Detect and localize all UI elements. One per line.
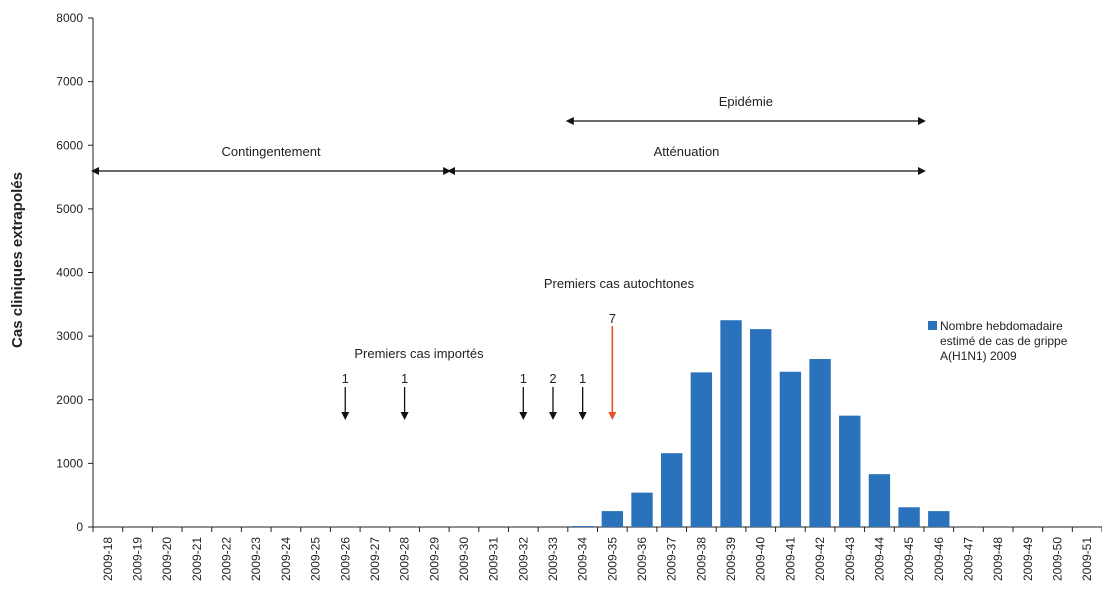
y-axis-label: Cas cliniques extrapolés <box>9 172 26 348</box>
x-tick-label: 2009-36 <box>635 537 649 581</box>
imported-case-count: 1 <box>520 371 527 386</box>
x-tick-label: 2009-48 <box>991 537 1005 581</box>
x-tick-label: 2009-23 <box>249 537 263 581</box>
y-tick-label: 6000 <box>56 138 83 152</box>
bar <box>898 507 920 527</box>
legend: Nombre hebdomadaire estimé de cas de gri… <box>928 319 1068 363</box>
autochthonous-case-count: 7 <box>609 311 616 326</box>
x-tick-label: 2009-24 <box>279 537 293 581</box>
x-tick-label: 2009-44 <box>872 537 886 581</box>
x-tick-label: 2009-33 <box>546 537 560 581</box>
autochthonous-cases-label: Premiers cas autochtones <box>544 276 695 291</box>
x-tick-label: 2009-30 <box>457 537 471 581</box>
x-tick-label: 2009-40 <box>754 537 768 581</box>
x-tick-label: 2009-46 <box>932 537 946 581</box>
legend-line-2: estimé de cas de grippe <box>940 334 1068 348</box>
bar <box>661 453 683 527</box>
x-tick-label: 2009-39 <box>724 537 738 581</box>
bar <box>571 526 594 527</box>
plot-area: 0 1000 2000 3000 4000 5000 6000 7000 8000 2009-18… <box>56 11 1102 581</box>
bar <box>928 511 950 527</box>
x-tick-label: 2009-18 <box>101 537 115 581</box>
bar <box>779 371 802 527</box>
y-tick-label: 3000 <box>56 329 83 343</box>
x-tick-label: 2009-29 <box>427 537 441 581</box>
y-tick-label: 0 <box>76 520 83 534</box>
x-tick-label: 2009-45 <box>902 537 916 581</box>
y-tick-label: 5000 <box>56 202 83 216</box>
bar <box>750 329 772 527</box>
legend-line-1: Nombre hebdomadaire <box>940 319 1063 333</box>
x-tick-label: 2009-43 <box>843 537 857 581</box>
x-tick-label: 2009-31 <box>487 537 501 581</box>
x-tick-label: 2009-19 <box>131 537 145 581</box>
bar <box>720 320 742 527</box>
x-tick-label: 2009-37 <box>665 537 679 581</box>
phase-label: Contingentement <box>222 144 321 159</box>
x-tick-label: 2009-34 <box>576 537 590 581</box>
imported-case-count: 2 <box>549 371 556 386</box>
phase-label: Epidémie <box>719 94 773 109</box>
bar <box>839 415 861 527</box>
x-tick-label: 2009-38 <box>694 537 708 581</box>
imported-case-count: 1 <box>579 371 586 386</box>
y-tick-label: 7000 <box>56 75 83 89</box>
x-tick-label: 2009-20 <box>160 537 174 581</box>
x-tick-label: 2009-51 <box>1080 537 1094 581</box>
bar <box>809 359 831 527</box>
legend-swatch <box>928 321 937 330</box>
bar <box>690 372 713 527</box>
y-tick-label: 4000 <box>56 266 83 280</box>
legend-line-3: A(H1N1) 2009 <box>940 349 1017 363</box>
x-tick-label: 2009-22 <box>220 537 234 581</box>
y-tick-label: 2000 <box>56 393 83 407</box>
imported-cases-label: Premiers cas importés <box>354 346 484 361</box>
y-tick-label: 1000 <box>56 456 83 470</box>
x-tick-label: 2009-27 <box>368 537 382 581</box>
phase-label: Atténuation <box>654 144 720 159</box>
bar <box>601 511 624 527</box>
x-tick-label: 2009-21 <box>190 537 204 581</box>
x-tick-label: 2009-25 <box>309 537 323 581</box>
x-tick-label: 2009-49 <box>1021 537 1035 581</box>
x-tick-label: 2009-41 <box>783 537 797 581</box>
y-tick-label: 8000 <box>56 11 83 25</box>
bar <box>631 492 653 527</box>
x-tick-label: 2009-50 <box>1050 537 1064 581</box>
x-tick-label: 2009-32 <box>516 537 530 581</box>
x-tick-label: 2009-28 <box>398 537 412 581</box>
bar <box>868 474 891 527</box>
imported-case-count: 1 <box>342 371 349 386</box>
imported-case-count: 1 <box>401 371 408 386</box>
x-tick-label: 2009-26 <box>338 537 352 581</box>
x-tick-label: 2009-42 <box>813 537 827 581</box>
x-tick-label: 2009-47 <box>961 537 975 581</box>
x-tick-label: 2009-35 <box>605 537 619 581</box>
